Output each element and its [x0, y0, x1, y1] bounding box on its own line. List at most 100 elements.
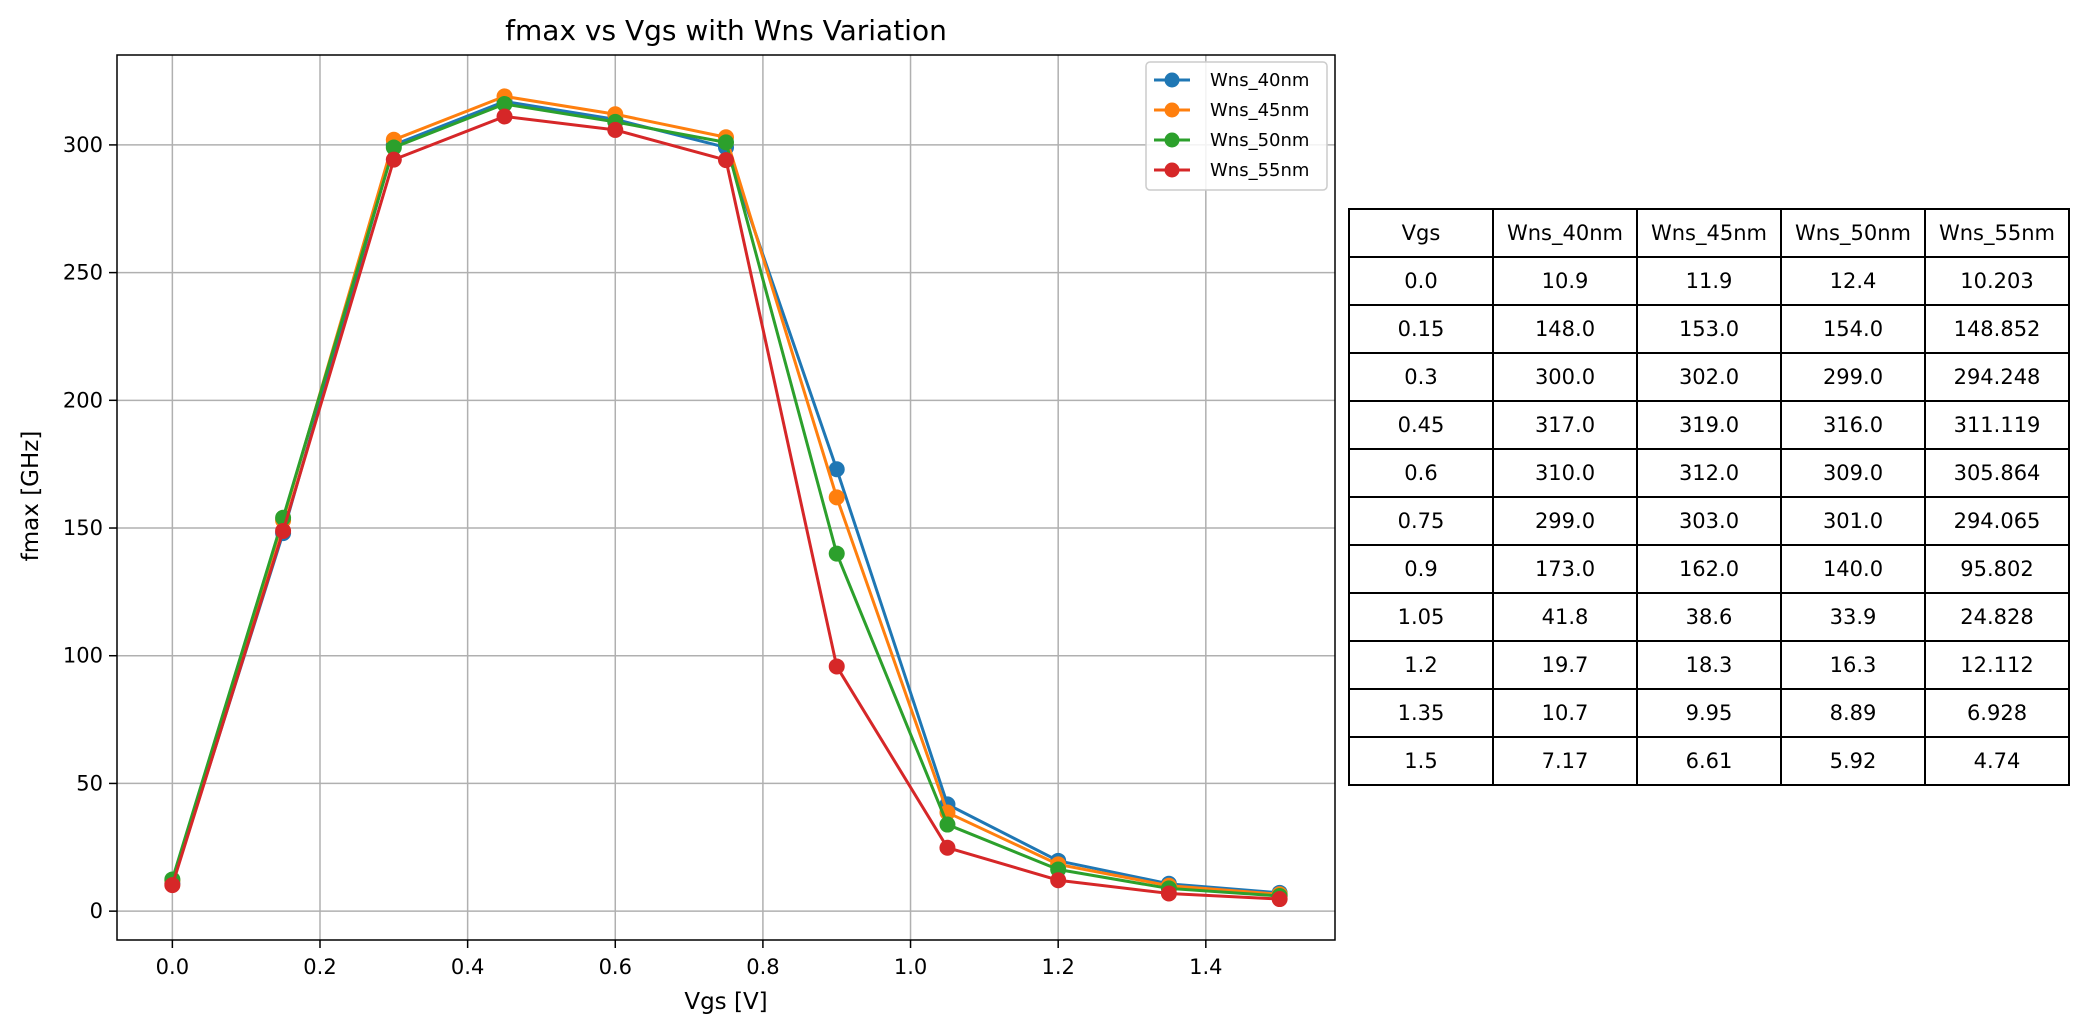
table-cell: 41.8	[1492, 592, 1638, 642]
table-cell: 5.92	[1780, 736, 1926, 786]
table-cell: 9.95	[1636, 688, 1782, 738]
data-point	[275, 522, 292, 539]
x-tick-label: 1.0	[894, 955, 927, 979]
table-header-cell: Wns_40nm	[1492, 208, 1638, 258]
table-cell: 11.9	[1636, 256, 1782, 306]
table-cell: 162.0	[1636, 544, 1782, 594]
table-cell: 317.0	[1492, 400, 1638, 450]
table-cell: 12.112	[1924, 640, 2070, 690]
table-cell: 305.864	[1924, 448, 2070, 498]
table-body: Vgs Wns_40nm Wns_45nm Wns_50nm Wns_55nm 0.0 10…	[1348, 208, 2070, 786]
data-point	[607, 121, 624, 138]
legend-marker	[1164, 102, 1180, 118]
legend-label: Wns_45nm	[1210, 100, 1309, 121]
table-cell: 299.0	[1492, 496, 1638, 546]
table-row: 1.05 41.8 38.6 33.9 24.828	[1348, 592, 2070, 642]
table-cell: 95.802	[1924, 544, 2070, 594]
data-point	[828, 461, 845, 478]
x-axis-label: Vgs [V]	[684, 989, 767, 1015]
series-line	[170, 115, 1280, 901]
table-cell: 1.5	[1348, 736, 1494, 786]
line-chart: fmax vs Vgs with Wns Variation 0.0 0.2 0.4…	[18, 14, 1336, 1015]
table-header-cell: Wns_45nm	[1636, 208, 1782, 258]
table-row: 0.3 300.0 302.0 299.0 294.248	[1348, 352, 2070, 402]
table-row: 1.5 7.17 6.61 5.92 4.74	[1348, 736, 2070, 786]
data-point	[718, 134, 734, 151]
axes: 0.0 0.2 0.4 0.6 0.8 1.0 1.2 1.4 0 50 100 150 200 250 3…	[63, 54, 1336, 979]
table-cell: 1.2	[1348, 640, 1494, 690]
table-row: 0.45 317.0 319.0 316.0 311.119	[1348, 400, 2070, 450]
table-cell: 303.0	[1636, 496, 1782, 546]
series-line	[170, 102, 1280, 898]
series-Wns_55nm	[164, 108, 1288, 908]
x-tick-label: 0.4	[451, 955, 484, 979]
table-cell: 6.61	[1636, 736, 1782, 786]
table-cell: 0.45	[1348, 400, 1494, 450]
table-cell: 24.828	[1924, 592, 2070, 642]
table-cell: 33.9	[1780, 592, 1926, 642]
data-point	[939, 816, 956, 833]
x-tick-label: 0.0	[156, 955, 189, 979]
y-tick-label: 150	[63, 516, 103, 540]
legend-marker	[1164, 162, 1180, 178]
legend-label: Wns_55nm	[1210, 160, 1309, 181]
table-cell: 10.203	[1924, 256, 2070, 306]
table-cell: 0.15	[1348, 304, 1494, 354]
data-point	[385, 139, 402, 156]
table-cell: 10.7	[1492, 688, 1638, 738]
data-point	[939, 839, 956, 856]
table-cell: 0.3	[1348, 352, 1494, 402]
series-Wns_45nm	[164, 88, 1288, 903]
table-row: 0.9 173.0 162.0 140.0 95.802	[1348, 544, 2070, 594]
data-table: Vgs Wns_40nm Wns_45nm Wns_50nm Wns_55nm 0.0 10…	[1348, 208, 2070, 786]
legend-marker	[1164, 132, 1180, 148]
table-row: 1.35 10.7 9.95 8.89 6.928	[1348, 688, 2070, 738]
table-row: 1.2 19.7 18.3 16.3 12.112	[1348, 640, 2070, 690]
table-cell: 0.9	[1348, 544, 1494, 594]
table-cell: 312.0	[1636, 448, 1782, 498]
table-cell: 10.9	[1492, 256, 1638, 306]
x-tick-label: 0.8	[746, 955, 779, 979]
y-axis-label: fmax [GHz]	[18, 431, 44, 562]
table-cell: 0.0	[1348, 256, 1494, 306]
data-point	[164, 877, 181, 894]
y-tick-label: 100	[63, 644, 103, 668]
table-cell: 148.852	[1924, 304, 2070, 354]
table-cell: 300.0	[1492, 352, 1638, 402]
table-header-cell: Wns_55nm	[1924, 208, 2070, 258]
y-tick-label: 0	[90, 899, 103, 923]
table-cell: 1.05	[1348, 592, 1494, 642]
table-cell: 4.74	[1924, 736, 2070, 786]
table-cell: 311.119	[1924, 400, 2070, 450]
table-cell: 0.6	[1348, 448, 1494, 498]
table-cell: 173.0	[1492, 544, 1638, 594]
table-cell: 18.3	[1636, 640, 1782, 690]
table-cell: 294.248	[1924, 352, 2070, 402]
table-cell: 140.0	[1780, 544, 1926, 594]
data-point	[718, 152, 734, 169]
table-cell: 7.17	[1492, 736, 1638, 786]
series-lines	[164, 88, 1288, 908]
table-row: 0.15 148.0 153.0 154.0 148.852	[1348, 304, 2070, 354]
y-tick-label: 250	[63, 261, 103, 285]
data-point	[828, 545, 845, 562]
x-tick-label: 1.4	[1189, 955, 1222, 979]
table-header-row: Vgs Wns_40nm Wns_45nm Wns_50nm Wns_55nm	[1348, 208, 2070, 258]
table-row: 0.6 310.0 312.0 309.0 305.864	[1348, 448, 2070, 498]
data-point	[1160, 885, 1177, 902]
table-cell: 310.0	[1492, 448, 1638, 498]
table-cell: 19.7	[1492, 640, 1638, 690]
data-point	[385, 151, 402, 168]
y-tick-label: 300	[63, 133, 103, 157]
series-line	[170, 94, 1280, 896]
table-cell: 153.0	[1636, 304, 1782, 354]
table-cell: 6.928	[1924, 688, 2070, 738]
table-header-cell: Wns_50nm	[1780, 208, 1926, 258]
data-point	[828, 658, 845, 675]
table-cell: 316.0	[1780, 400, 1926, 450]
chart-title: fmax vs Vgs with Wns Variation	[505, 14, 947, 47]
x-tick-label: 0.2	[303, 955, 336, 979]
table-cell: 1.35	[1348, 688, 1494, 738]
y-tick-label: 50	[76, 771, 103, 795]
table-cell: 309.0	[1780, 448, 1926, 498]
